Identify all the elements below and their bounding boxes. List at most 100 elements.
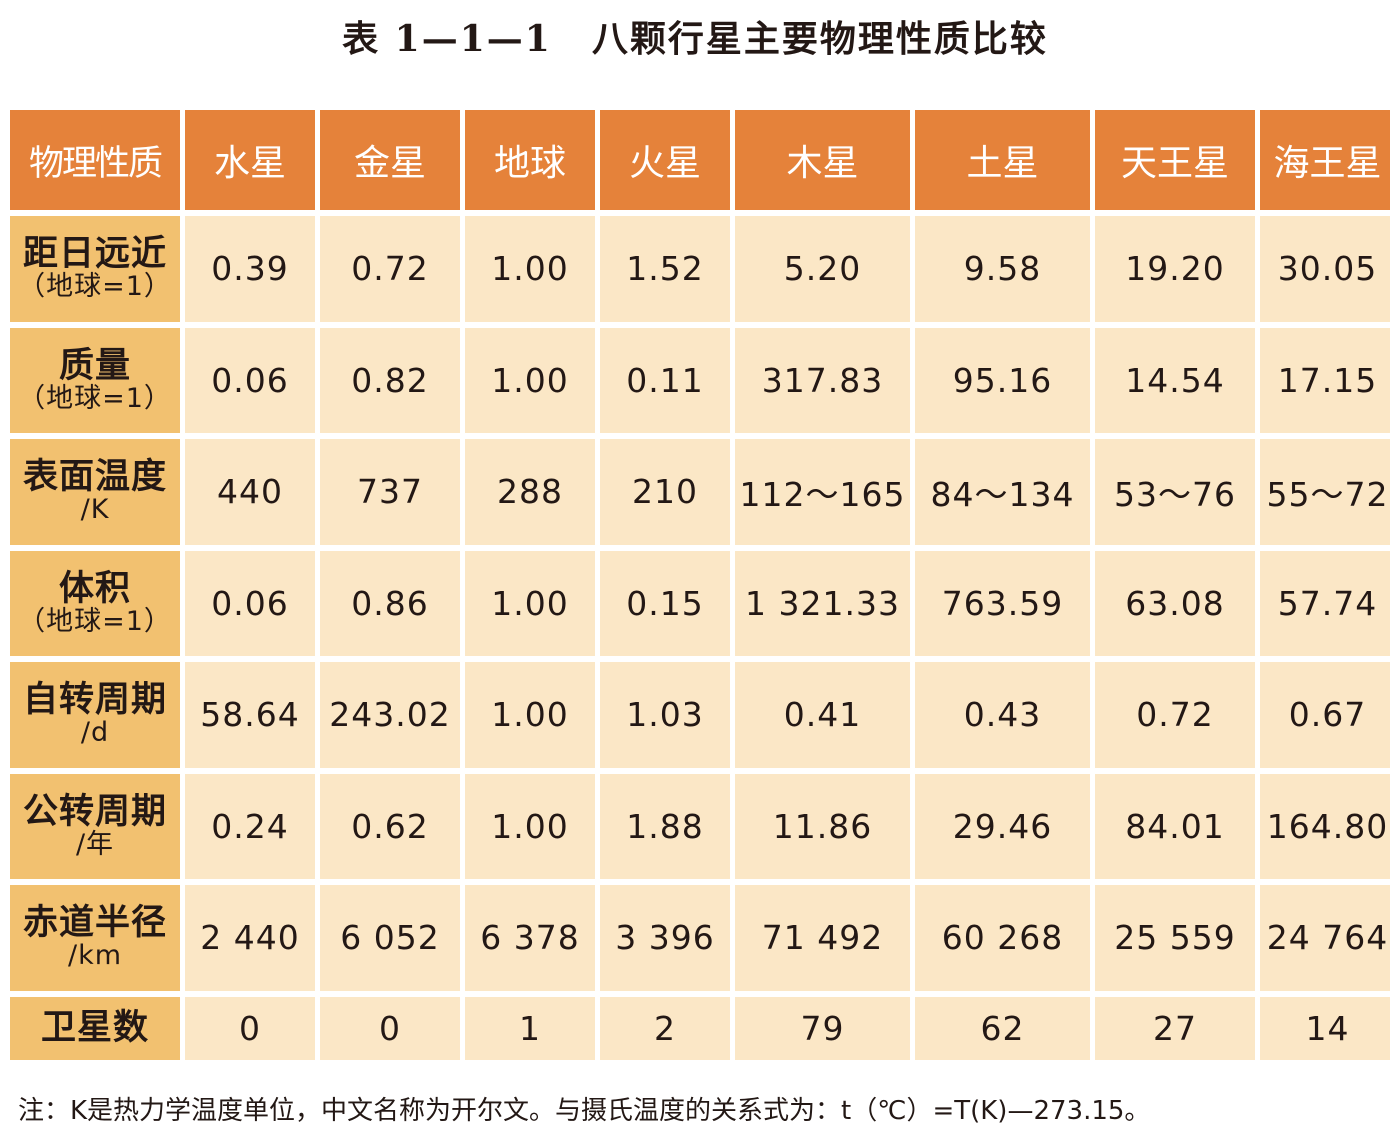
table-cell: 84.01 [1095, 773, 1255, 880]
table-cell: 14 [1260, 996, 1390, 1060]
table-cell: 0.43 [915, 662, 1090, 768]
row-header-cell: 质量 （地球=1） [10, 327, 180, 434]
table-cell: 1 321.33 [735, 550, 910, 657]
header-cell-mars: 火星 [600, 110, 730, 210]
header-cell-uranus: 天王星 [1095, 110, 1255, 210]
table-cell: 0.06 [185, 550, 315, 657]
table-cell: 1.00 [465, 550, 595, 657]
table-cell: 29.46 [915, 773, 1090, 880]
row-header-cell: 自转周期/d [10, 662, 180, 768]
table-cell: 112～165 [735, 439, 910, 545]
table-cell: 0.82 [320, 327, 460, 434]
row-header-cell: 赤道半径/km [10, 885, 180, 991]
table-row: 体积 （地球=1） 0.06 0.86 1.00 0.15 1 321.33 763.59 63… [10, 550, 1390, 657]
row-header-label: 距日远近 [22, 234, 167, 275]
table-cell: 288 [465, 439, 595, 545]
table-cell: 57.74 [1260, 550, 1390, 657]
table-title: 表 1—1—1 八颗行星主要物理性质比较 [0, 10, 1390, 62]
table-cell: 243.02 [320, 662, 460, 768]
table-cell: 0.11 [600, 327, 730, 434]
table-title-text: 八颗行星主要物理性质比较 [591, 18, 1048, 60]
row-header-label: 卫星数 [40, 1007, 149, 1048]
row-header-unit: （地球=1） [18, 382, 172, 414]
table-cell: 27 [1095, 996, 1255, 1060]
table-row: 距日远近 （地球=1） 0.39 0.72 1.00 1.52 5.20 9.58 19.20 3… [10, 216, 1390, 322]
table-cell: 0.72 [320, 216, 460, 322]
table-cell: 1.03 [600, 662, 730, 768]
row-header-label: 表面温度 [22, 457, 167, 498]
header-cell-saturn: 土星 [915, 110, 1090, 210]
planet-properties-table: 物理性质 水星 金星 地球 火星 木星 土星 天王星 海王星 距日远近 （地球=1… [5, 104, 1390, 1066]
table-number: 表 1—1—1 [342, 18, 552, 60]
header-cell-mercury: 水星 [185, 110, 315, 210]
row-header-unit: /年 [75, 828, 115, 860]
row-header-unit: /K [80, 494, 110, 526]
table-cell: 1.00 [465, 773, 595, 880]
table-cell: 6 052 [320, 885, 460, 991]
table-cell: 53～76 [1095, 439, 1255, 545]
row-header-unit: /d [80, 717, 110, 749]
table-cell: 3 396 [600, 885, 730, 991]
table-cell: 1.88 [600, 773, 730, 880]
table-cell: 0.15 [600, 550, 730, 657]
table-cell: 2 [600, 996, 730, 1060]
table-cell: 0.86 [320, 550, 460, 657]
table-cell: 0.67 [1260, 662, 1390, 768]
table-cell: 71 492 [735, 885, 910, 991]
table-cell: 1.00 [465, 216, 595, 322]
table-cell: 737 [320, 439, 460, 545]
header-cell-earth: 地球 [465, 110, 595, 210]
table-cell: 1 [465, 996, 595, 1060]
footnote: 注：K是热力学温度单位，中文名称为开尔文。与摄氏温度的关系式为：t（℃）=T(K… [18, 1096, 1151, 1126]
table-row: 赤道半径/km 2 440 6 052 6 378 3 396 71 492 60 268 2… [10, 885, 1390, 991]
table-cell: 58.64 [185, 662, 315, 768]
table-cell: 440 [185, 439, 315, 545]
row-header-cell: 公转周期/年 [10, 773, 180, 880]
table-row: 卫星数 0 0 1 2 79 62 27 14 [10, 996, 1390, 1060]
row-header-cell: 体积 （地球=1） [10, 550, 180, 657]
table-cell: 19.20 [1095, 216, 1255, 322]
table-cell: 9.58 [915, 216, 1090, 322]
row-header-label: 体积 [58, 568, 131, 609]
table-cell: 317.83 [735, 327, 910, 434]
table-body: 距日远近 （地球=1） 0.39 0.72 1.00 1.52 5.20 9.58 19.20 3… [10, 216, 1390, 1060]
table-cell: 0.24 [185, 773, 315, 880]
table-cell: 210 [600, 439, 730, 545]
row-header-label: 质量 [58, 345, 131, 386]
table-cell: 60 268 [915, 885, 1090, 991]
row-header-cell: 卫星数 [10, 996, 180, 1060]
table-cell: 95.16 [915, 327, 1090, 434]
table-cell: 0.39 [185, 216, 315, 322]
table-cell: 84～134 [915, 439, 1090, 545]
table-cell: 0 [185, 996, 315, 1060]
table-cell: 30.05 [1260, 216, 1390, 322]
header-cell-property: 物理性质 [10, 110, 180, 210]
table-cell: 25 559 [1095, 885, 1255, 991]
table-cell: 55～72 [1260, 439, 1390, 545]
table-cell: 0.41 [735, 662, 910, 768]
row-header-cell: 表面温度/K [10, 439, 180, 545]
table-cell: 0.72 [1095, 662, 1255, 768]
row-header-label: 自转周期 [22, 680, 167, 721]
table-cell: 11.86 [735, 773, 910, 880]
table-cell: 0.62 [320, 773, 460, 880]
header-cell-neptune: 海王星 [1260, 110, 1390, 210]
table-cell: 0.06 [185, 327, 315, 434]
table-row: 质量 （地球=1） 0.06 0.82 1.00 0.11 317.83 95.16 14.54… [10, 327, 1390, 434]
table-row: 表面温度/K 440 737 288 210 112～165 84～134 53～76 55～7… [10, 439, 1390, 545]
table-cell: 6 378 [465, 885, 595, 991]
row-header-label: 赤道半径 [22, 903, 167, 944]
table-cell: 62 [915, 996, 1090, 1060]
row-header-unit: （地球=1） [18, 605, 172, 637]
row-header-unit: /km [67, 940, 123, 972]
table-cell: 0 [320, 996, 460, 1060]
table-cell: 1.00 [465, 662, 595, 768]
row-header-cell: 距日远近 （地球=1） [10, 216, 180, 322]
table-cell: 1.00 [465, 327, 595, 434]
table-cell: 2 440 [185, 885, 315, 991]
row-header-label: 公转周期 [22, 791, 167, 832]
table-cell: 14.54 [1095, 327, 1255, 434]
header-row: 物理性质 水星 金星 地球 火星 木星 土星 天王星 海王星 [10, 110, 1390, 210]
table-cell: 1.52 [600, 216, 730, 322]
header-cell-jupiter: 木星 [735, 110, 910, 210]
